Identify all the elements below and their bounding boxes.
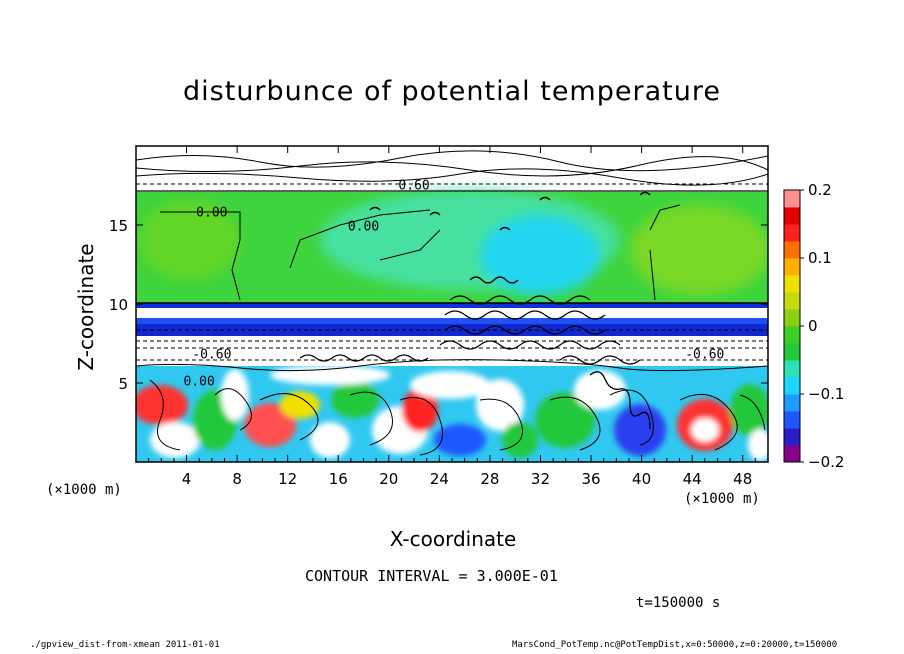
heatmap-field [136, 146, 768, 462]
colorbar-segment [784, 224, 800, 242]
contour-label: 0.00 [196, 205, 227, 220]
contour-label: -0.60 [192, 348, 231, 363]
x-tick-label: 16 [329, 470, 348, 488]
contour-line [136, 150, 768, 172]
x-tick-label: 36 [581, 470, 600, 488]
contour-line [136, 156, 768, 177]
turbulent-contour-cluster [299, 191, 651, 430]
colorbar-tick-label: 0.1 [808, 249, 832, 267]
x-ticks: 4 8 12 16 20 24 28 32 36 40 44 48 [148, 146, 756, 488]
x-tick-label: 40 [632, 470, 651, 488]
x-tick-label: 20 [379, 470, 398, 488]
colorbar-tick-label: −0.2 [808, 453, 844, 471]
y-tick-label: 10 [109, 296, 128, 314]
colorbar-segment [784, 428, 800, 446]
contour-lines [136, 150, 768, 456]
chart-title: disturbunce of potential temperature [183, 76, 721, 107]
colorbar: 0.2 0.1 0 −0.1 −0.2 [783, 181, 844, 471]
colorbar-segment [784, 207, 800, 225]
colorbar-segment [784, 445, 800, 463]
colorbar-segment [784, 377, 800, 395]
contour-line [149, 379, 766, 456]
contour-label: 0.00 [184, 374, 215, 389]
colorbar-segment [784, 360, 800, 378]
y-tick-label: 5 [118, 375, 128, 393]
x-unit-label-left: (×1000 m) [46, 482, 122, 498]
x-tick-label: 24 [430, 470, 449, 488]
x-tick-label: 12 [278, 470, 297, 488]
colorbar-segment [784, 343, 800, 361]
colorbar-tick-label: 0.2 [808, 181, 832, 199]
x-unit-label-right: (×1000 m) [684, 491, 760, 507]
contour-label: 0.60 [398, 179, 429, 194]
contour-line [136, 359, 768, 372]
colorbar-segment [784, 309, 800, 327]
colorbar-segment [784, 258, 800, 276]
time-label: t=150000 s [636, 595, 721, 611]
colorbar-tick-label: 0 [808, 317, 818, 335]
x-tick-label: 28 [480, 470, 499, 488]
colorbar-segment [784, 411, 800, 429]
x-tick-label: 32 [531, 470, 550, 488]
colorbar-segment [784, 241, 800, 259]
colorbar-segment [784, 326, 800, 344]
contour-interval-label: CONTOUR INTERVAL = 3.000E-01 [305, 567, 558, 585]
x-tick-label: 8 [232, 470, 242, 488]
contour-line [160, 204, 681, 301]
x-axis-label: X-coordinate [389, 527, 517, 551]
contour-labels: 0.60 0.00 0.00 -0.60 0.00 -0.60 [184, 179, 725, 390]
contour-label: -0.60 [685, 348, 724, 363]
x-tick-label: 44 [683, 470, 702, 488]
contour-line [136, 168, 768, 186]
colorbar-segment [784, 394, 800, 412]
footer-right: MarsCond_PotTemp.nc@PotTempDist,x=0:5000… [512, 640, 838, 650]
contour-label: 0.00 [348, 220, 379, 235]
colorbar-segment [784, 275, 800, 293]
x-tick-label: 4 [182, 470, 192, 488]
colorbar-segment [784, 190, 800, 208]
colorbar-tick-label: −0.1 [808, 385, 844, 403]
x-tick-label: 48 [733, 470, 752, 488]
y-ticks: 5 10 15 [109, 217, 768, 393]
y-tick-label: 15 [109, 217, 128, 235]
colorbar-segment [784, 292, 800, 310]
footer-left: ./gpview_dist-from-xmean 2011-01-01 [30, 640, 220, 650]
